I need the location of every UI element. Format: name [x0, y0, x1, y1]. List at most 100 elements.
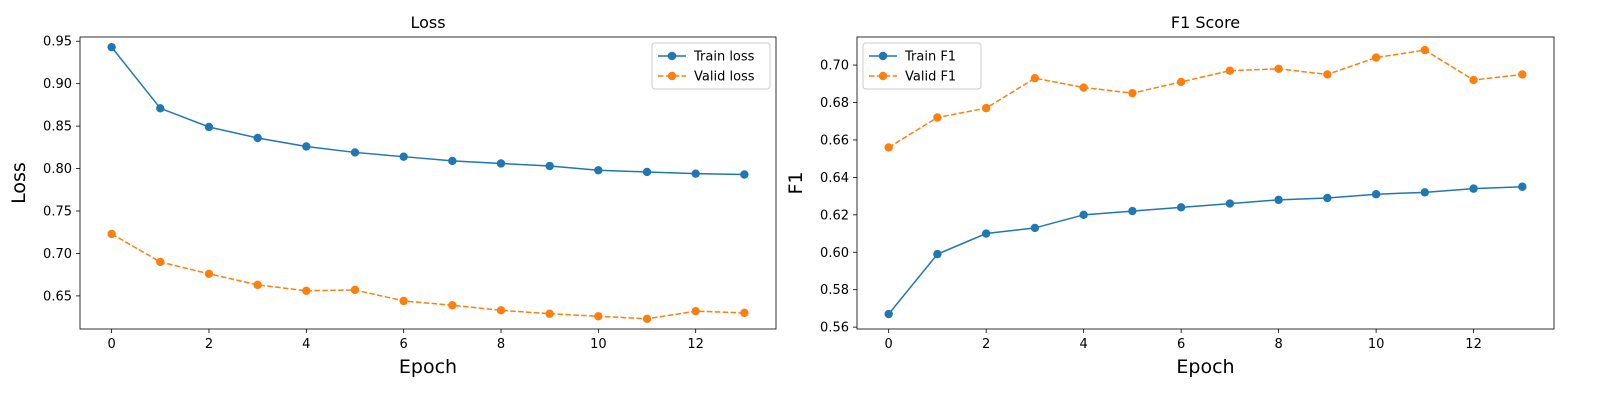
legend: Train loss Valid loss — [651, 42, 771, 90]
valid-f1-point — [1176, 77, 1186, 87]
y-tick-label: 0.80 — [43, 162, 72, 177]
x-tick-label: 2 — [205, 337, 213, 352]
x-tick-label: 0 — [885, 337, 893, 352]
f1-score-title: F1 Score — [1171, 13, 1240, 32]
x-tick-label: 2 — [982, 337, 990, 352]
valid-f1-line — [888, 49, 1523, 149]
train-f1-point — [1176, 203, 1186, 212]
train-loss-point — [545, 161, 554, 171]
valid-f1-point — [1079, 83, 1088, 92]
train-loss-point — [740, 170, 749, 179]
legend-marker — [878, 71, 888, 81]
legend: Train F1 Valid F1 — [862, 42, 982, 90]
legend-box — [651, 42, 771, 90]
y-tick-label: 0.58 — [820, 283, 849, 298]
y-tick-label: 0.66 — [820, 133, 849, 148]
legend-box — [862, 42, 982, 90]
y-tick-label: 0.90 — [43, 77, 72, 92]
valid-f1-point — [1469, 75, 1478, 85]
train-f1-series — [884, 182, 1527, 319]
train-f1-point — [1079, 210, 1088, 220]
x-tick-label: 6 — [1177, 337, 1185, 352]
train-loss-point — [642, 167, 652, 177]
y-axis-label: Loss — [8, 162, 30, 204]
train-f1-point — [1030, 223, 1040, 233]
train-f1-point — [1274, 195, 1283, 205]
valid-loss-point — [448, 301, 457, 310]
y-tick-label: 0.62 — [820, 208, 849, 223]
loss-title: Loss — [410, 13, 445, 32]
y-axis-label: F1 — [785, 171, 807, 194]
legend-marker — [878, 51, 888, 61]
y-tick-label: 0.75 — [43, 205, 72, 220]
x-tick-label: 4 — [1080, 337, 1088, 352]
train-f1-point — [884, 309, 893, 319]
valid-loss-point — [204, 269, 214, 279]
x-tick-label: 8 — [1274, 337, 1282, 352]
legend-entry-train-loss: Train loss — [658, 50, 755, 65]
x-tick-label: 12 — [687, 337, 704, 352]
train-f1-point — [1518, 182, 1527, 191]
loss-plot-frame — [79, 36, 777, 330]
y-tick-label: 0.95 — [43, 35, 72, 50]
x-tick-label: 10 — [1368, 337, 1385, 352]
valid-loss-point — [107, 229, 116, 239]
valid-f1-point — [1518, 70, 1527, 79]
x-tick-label: 6 — [400, 337, 408, 352]
f1-score-plot-frame — [856, 36, 1555, 330]
train-f1-point — [1371, 190, 1381, 199]
train-f1-point — [1323, 193, 1332, 203]
train-loss-point — [691, 169, 700, 178]
x-axis-label: Epoch — [1176, 356, 1234, 378]
train-loss-line — [111, 46, 745, 176]
loss-chart-panel: Loss 0 2 4 6 8 10 12 0.65 0.70 0.75 0.80 0.85 0.90 0.9… — [8, 13, 777, 378]
train-f1-point — [1420, 188, 1430, 197]
y-tick-label: 0.64 — [820, 171, 849, 186]
y-tick-label: 0.70 — [820, 59, 849, 74]
train-loss-point — [594, 166, 603, 175]
train-loss-point — [204, 122, 214, 132]
train-loss-point — [399, 152, 408, 161]
train-loss-point — [107, 42, 116, 52]
train-f1-point — [1225, 199, 1235, 208]
valid-loss-line — [111, 233, 745, 320]
y-tick-label: 0.60 — [820, 246, 849, 261]
valid-f1-point — [1274, 64, 1283, 74]
y-tick-label: 0.68 — [820, 96, 849, 111]
legend-entry-valid-f1: Valid F1 — [869, 70, 956, 85]
legend-marker — [667, 71, 677, 81]
legend-label: Valid loss — [694, 70, 755, 85]
train-loss-series — [107, 42, 749, 179]
legend-entry-valid-loss: Valid loss — [658, 70, 755, 85]
y-tick-label: 0.56 — [820, 321, 849, 336]
train-f1-point — [933, 249, 942, 259]
train-loss-point — [156, 104, 165, 113]
train-f1-point — [1469, 184, 1478, 193]
valid-loss-point — [691, 306, 700, 316]
train-loss-point — [302, 142, 311, 151]
x-tick-label: 12 — [1465, 337, 1482, 352]
x-tick-label: 10 — [590, 337, 607, 352]
y-tick-label: 0.70 — [43, 247, 72, 262]
valid-f1-point — [1420, 45, 1430, 55]
x-tick-label: 4 — [302, 337, 310, 352]
valid-loss-point — [545, 309, 554, 318]
train-loss-point — [350, 148, 360, 157]
train-loss-point — [496, 159, 506, 168]
valid-f1-point — [884, 143, 893, 152]
valid-loss-series — [107, 229, 749, 324]
x-axis-label: Epoch — [399, 356, 457, 378]
y-tick-label: 0.85 — [43, 120, 72, 135]
train-loss-point — [448, 156, 457, 166]
train-f1-line — [888, 185, 1523, 315]
train-f1-point — [981, 229, 991, 238]
valid-loss-point — [496, 306, 506, 315]
valid-loss-point — [302, 286, 311, 296]
legend-marker — [667, 51, 677, 61]
valid-loss-point — [399, 296, 408, 306]
x-tick-label: 0 — [107, 337, 115, 352]
legend-label: Valid F1 — [905, 70, 956, 85]
valid-loss-point — [740, 308, 749, 318]
valid-loss-point — [642, 314, 652, 324]
